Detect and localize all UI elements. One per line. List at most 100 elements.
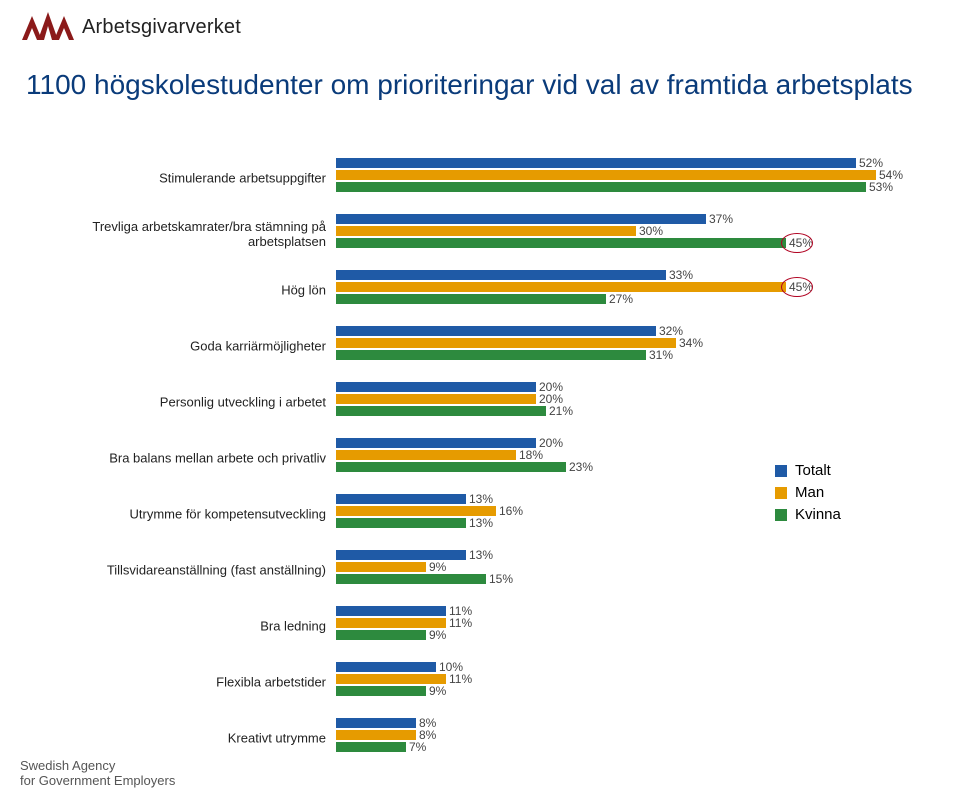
bar-value-label: 11% <box>449 672 472 686</box>
bar: 54% <box>336 170 936 180</box>
bar-value-label: 9% <box>429 684 446 698</box>
bar: 33% <box>336 270 936 280</box>
chart-category: Flexibla arbetstider 10%11%9% <box>26 659 946 705</box>
bar: 9% <box>336 562 936 572</box>
category-bars: 37% 30%45% <box>336 214 936 250</box>
bar-value-label: 15% <box>489 572 513 586</box>
bar-fill <box>336 394 536 404</box>
bar-value-label: 16% <box>499 504 523 518</box>
bar: 16% <box>336 506 936 516</box>
bar-value-label: 34% <box>679 336 703 350</box>
bar-fill <box>336 730 416 740</box>
legend-item: Kvinna <box>775 506 841 523</box>
bar-fill <box>336 214 706 224</box>
category-bars: 20%20%21% <box>336 382 936 418</box>
category-label: Trevliga arbetskamrater/bra stämning på … <box>36 219 326 249</box>
bar-value-label: 37% <box>709 212 733 226</box>
bar-fill <box>336 550 466 560</box>
bar: 45% <box>336 282 936 292</box>
bar-value-label: 53% <box>869 180 893 194</box>
bar-value-label: 13% <box>469 516 493 530</box>
bar-fill <box>336 718 416 728</box>
bar: 13% <box>336 550 936 560</box>
category-bars: 33%45%27% <box>336 270 936 306</box>
legend-item: Man <box>775 484 841 501</box>
bar-fill <box>336 686 426 696</box>
bar-value-label: 9% <box>429 628 446 642</box>
category-bars: 32%34% 31% <box>336 326 936 362</box>
bar: 30% <box>336 226 936 236</box>
legend-item: Totalt <box>775 462 841 479</box>
bar-value-label: 23% <box>569 460 593 474</box>
bar-fill <box>336 630 426 640</box>
bar-value-label: 11% <box>449 616 472 630</box>
category-bars: 52% 54%53% <box>336 158 936 194</box>
chart-category: Kreativt utrymme8%8%7% <box>26 715 946 761</box>
category-label: Stimulerande arbetsuppgifter <box>36 171 326 186</box>
chart-category: Hög lön 33%45%27% <box>26 267 946 313</box>
bar: 15% <box>336 574 936 584</box>
bar: 11% <box>336 606 936 616</box>
bar-fill <box>336 674 446 684</box>
legend-swatch-icon <box>775 487 787 499</box>
bar: 13% <box>336 518 936 528</box>
bar-fill <box>336 562 426 572</box>
bar: 32% <box>336 326 936 336</box>
chart-category: Stimulerande arbetsuppgifter 52% 54%53% <box>26 155 946 201</box>
bar: 37% <box>336 214 936 224</box>
bar: 9% <box>336 686 936 696</box>
category-bars: 11%11%9% <box>336 606 936 642</box>
bar-fill <box>336 494 466 504</box>
bar: 20% <box>336 438 936 448</box>
category-bars: 13%9%15% <box>336 550 936 586</box>
bar: 20% <box>336 394 936 404</box>
highlight-circle-icon <box>781 233 813 253</box>
bar-fill <box>336 238 786 248</box>
footer-line-2: for Government Employers <box>20 773 175 789</box>
bar-fill <box>336 742 406 752</box>
bar-fill <box>336 450 516 460</box>
chart-category: Tillsvidareanställning (fast anställning… <box>26 547 946 593</box>
bar-value-label: 7% <box>409 740 426 754</box>
bar-fill <box>336 406 546 416</box>
category-label: Goda karriärmöjligheter <box>36 339 326 354</box>
bar: 31% <box>336 350 936 360</box>
footer-org: Swedish Agency for Government Employers <box>20 758 175 789</box>
legend-swatch-icon <box>775 509 787 521</box>
bar-value-label: 33% <box>669 268 693 282</box>
chart-legend: Totalt Man Kvinna <box>775 462 841 528</box>
bar-fill <box>336 282 786 292</box>
bar-fill <box>336 382 536 392</box>
chart-category: Trevliga arbetskamrater/bra stämning på … <box>26 211 946 257</box>
bar-value-label: 18% <box>519 448 543 462</box>
bar-value-label: 13% <box>469 548 493 562</box>
bar-fill <box>336 350 646 360</box>
bar-fill <box>336 606 446 616</box>
bar: 9% <box>336 630 936 640</box>
bar: 52% <box>336 158 936 168</box>
bar-fill <box>336 294 606 304</box>
page-title: 1100 högskolestudenter om prioriteringar… <box>26 68 926 102</box>
bar-fill <box>336 438 536 448</box>
bar-fill <box>336 170 876 180</box>
bar: 10% <box>336 662 936 672</box>
bar-fill <box>336 518 466 528</box>
bar-value-label: 30% <box>639 224 663 238</box>
bar: 34% <box>336 338 936 348</box>
chart-category: Personlig utveckling i arbetet20%20%21% <box>26 379 946 425</box>
footer-line-1: Swedish Agency <box>20 758 175 774</box>
legend-swatch-icon <box>775 465 787 477</box>
bar-value-label: 21% <box>549 404 573 418</box>
bar: 8% <box>336 730 936 740</box>
category-label: Flexibla arbetstider <box>36 675 326 690</box>
brand-name: Arbetsgivarverket <box>82 16 241 39</box>
category-label: Hög lön <box>36 283 326 298</box>
bar: 8% <box>336 718 936 728</box>
category-label: Bra ledning <box>36 619 326 634</box>
bar: 45% <box>336 238 936 248</box>
bar-value-label: 31% <box>649 348 673 362</box>
category-bars: 10%11%9% <box>336 662 936 698</box>
category-label: Bra balans mellan arbete och privatliv <box>36 451 326 466</box>
chart-category: Goda karriärmöjligheter 32%34% 31% <box>26 323 946 369</box>
category-label: Utrymme för kompetensutveckling <box>36 507 326 522</box>
